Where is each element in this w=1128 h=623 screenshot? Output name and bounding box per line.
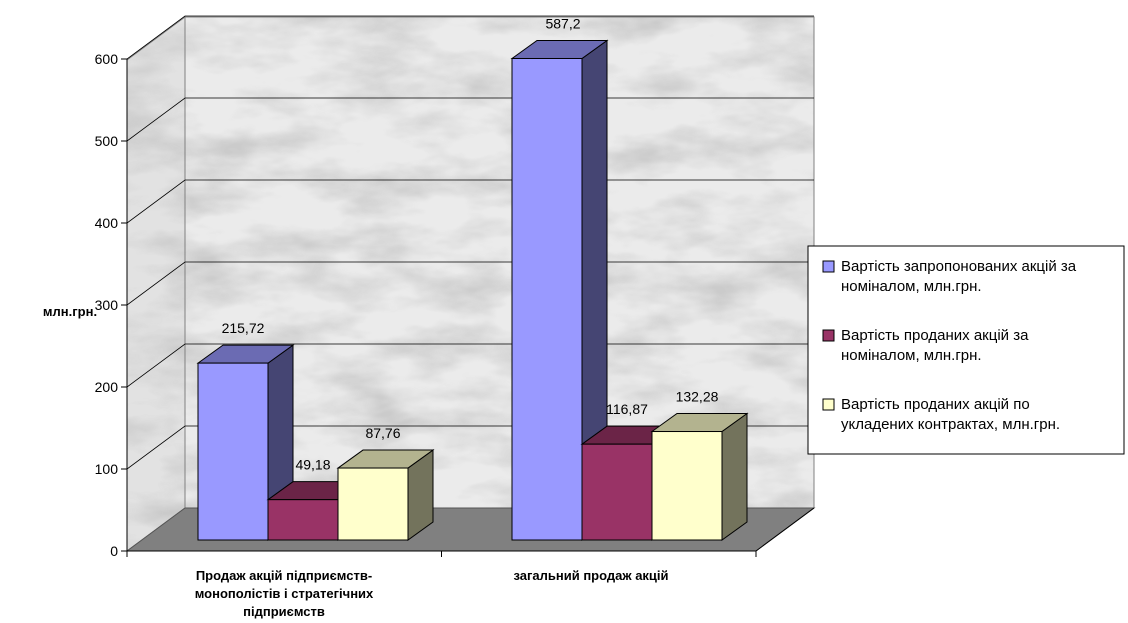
data-label: 87,76: [365, 425, 400, 441]
bar-front: [337, 467, 409, 541]
y-tick-label: 400: [95, 215, 119, 231]
legend-swatch: [822, 260, 835, 273]
bar-side: [721, 412, 748, 541]
y-tick-label: 200: [95, 379, 119, 395]
category-labels: Продаж акцій підприємств-монополістів і …: [195, 568, 669, 619]
legend-label: номіналом, млн.грн.: [841, 347, 982, 364]
bar: [196, 344, 295, 541]
plot-side-wall: [126, 16, 186, 552]
category-label: монополістів і стратегічних: [195, 586, 374, 601]
legend-swatch: [822, 398, 835, 411]
gridline: [126, 15, 814, 60]
data-label: 587,2: [545, 15, 580, 31]
bar-front: [511, 57, 583, 541]
data-label: 132,28: [676, 389, 719, 405]
floor-edge: [755, 507, 815, 552]
bar-front: [581, 443, 653, 541]
data-labels: 215,72 49,18 87,76 587,2 116,87 132,28: [222, 15, 719, 472]
y-axis-title: млн.грн.: [43, 304, 97, 319]
y-tick-label: 600: [95, 51, 119, 67]
bars: [196, 39, 749, 541]
data-label: 49,18: [295, 457, 330, 473]
bar: [510, 39, 609, 541]
legend-label: номіналом, млн.грн.: [841, 278, 982, 295]
data-label: 116,87: [606, 401, 648, 417]
y-axis: 0 100 200 300 400 500 600: [95, 51, 815, 559]
y-tick-label: 300: [95, 297, 119, 313]
bar: [336, 449, 435, 541]
legend-label: укладених контрактах, млн.грн.: [841, 416, 1060, 433]
legend-item: Вартість проданих акцій за номіналом, млн…: [822, 327, 1029, 364]
y-tick-label: 100: [95, 461, 119, 477]
legend-item: Вартість запропонованих акцій за номінало…: [822, 258, 1077, 295]
legend-label: Вартість проданих акцій за: [841, 327, 1029, 344]
category-label: підприємств: [243, 604, 325, 619]
data-label: 215,72: [222, 320, 265, 336]
legend-swatch: [822, 329, 835, 342]
bar: [650, 412, 749, 541]
bar-front: [651, 431, 723, 541]
category-label: загальний продаж акцій: [513, 568, 668, 583]
y-tick-label: 500: [95, 133, 119, 149]
y-tick-label: 0: [110, 543, 118, 559]
legend-item: Вартість проданих акцій по укладених конт…: [822, 396, 1060, 433]
category-label: Продаж акцій підприємств-: [196, 568, 372, 583]
legend-label: Вартість проданих акцій по: [841, 396, 1030, 413]
bar-front: [197, 362, 269, 541]
legend-label: Вартість запропонованих акцій за: [841, 258, 1077, 275]
legend: Вартість запропонованих акцій за номінало…: [807, 245, 1125, 455]
bar-front: [267, 499, 339, 541]
